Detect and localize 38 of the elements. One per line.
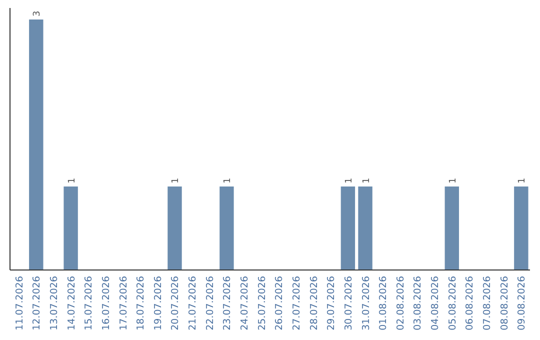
- x-tick-label: 31.07.2026: [360, 276, 372, 330]
- x-tick-label: 11.07.2026: [14, 276, 26, 330]
- x-tick-label: 27.07.2026: [291, 276, 302, 330]
- x-tick-label: 04.08.2026: [430, 276, 442, 330]
- x-tick-label: 17.07.2026: [118, 276, 130, 330]
- data-label: 1: [171, 178, 182, 184]
- x-tick-label: 08.08.2026: [499, 276, 510, 330]
- data-label: 1: [362, 178, 372, 184]
- data-label: 1: [448, 178, 458, 184]
- data-label: 1: [518, 178, 528, 184]
- x-tick-label: 22.07.2026: [204, 276, 216, 330]
- x-tick-label: 19.07.2026: [152, 276, 164, 330]
- x-tick-label: 06.08.2026: [464, 276, 476, 330]
- data-label: 1: [67, 178, 78, 184]
- x-tick-label: 20.07.2026: [170, 276, 182, 330]
- x-tick-label: 24.07.2026: [240, 276, 251, 330]
- x-tick-label: 14.07.2026: [66, 276, 78, 330]
- x-tick-label: 03.08.2026: [412, 276, 424, 330]
- x-tick-label: 05.08.2026: [447, 276, 458, 330]
- x-tick-label: 07.08.2026: [482, 276, 494, 330]
- x-tick-label: 30.07.2026: [343, 276, 354, 330]
- x-tick-label: 18.07.2026: [136, 276, 147, 330]
- x-tick-label: 25.07.2026: [256, 276, 268, 330]
- x-tick-label: 29.07.2026: [326, 276, 338, 330]
- x-tick-label: 12.07.2026: [32, 276, 43, 330]
- x-tick-label: 28.07.2026: [308, 276, 320, 330]
- x-tick-label: 02.08.2026: [395, 276, 406, 330]
- x-tick-label: 21.07.2026: [188, 276, 199, 330]
- x-tick-label: 01.08.2026: [378, 276, 390, 330]
- x-tick-label: 13.07.2026: [48, 276, 60, 330]
- x-tick-label: 09.08.2026: [516, 276, 528, 330]
- data-label: 3: [32, 10, 43, 17]
- data-label: 1: [344, 178, 354, 184]
- data-label: 1: [223, 178, 234, 184]
- x-tick-label: 15.07.2026: [84, 276, 95, 330]
- x-tick-label: 16.07.2026: [100, 276, 112, 330]
- x-tick-label: 26.07.2026: [274, 276, 286, 330]
- x-tick-label: 23.07.2026: [222, 276, 234, 330]
